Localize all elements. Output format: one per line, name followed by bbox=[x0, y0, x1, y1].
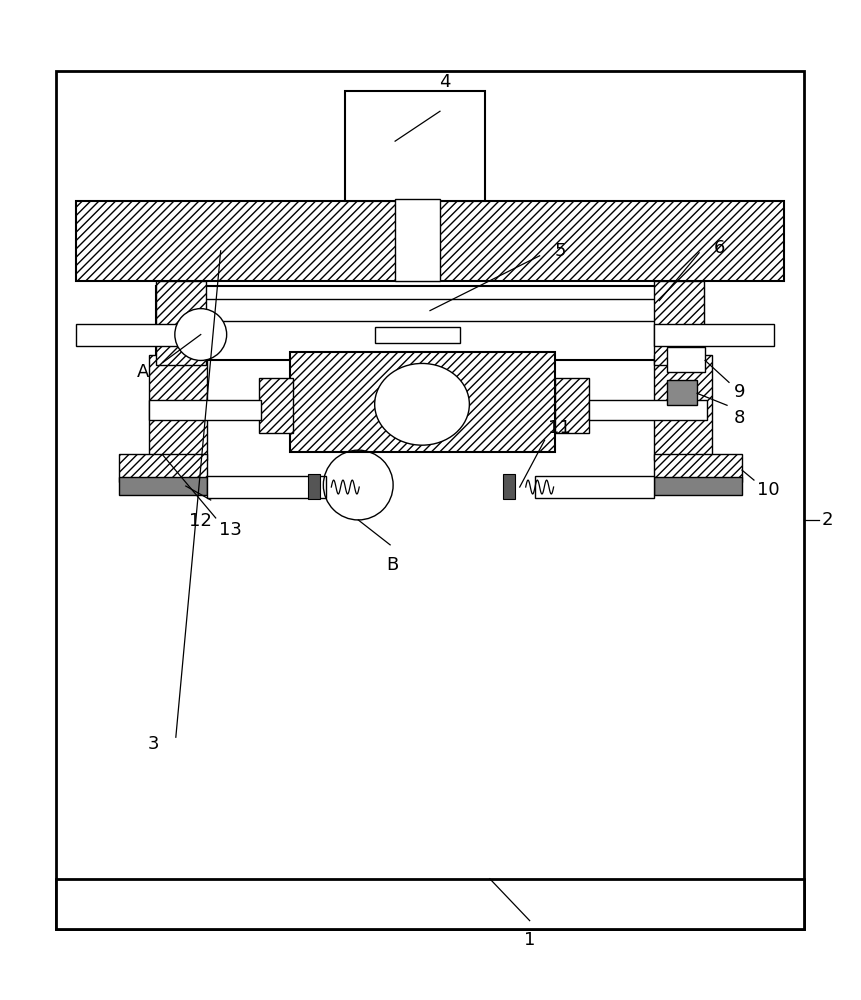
Bar bbox=[119, 477, 207, 495]
Text: 6: 6 bbox=[714, 239, 726, 257]
Bar bbox=[149, 400, 261, 420]
Text: 4: 4 bbox=[439, 73, 450, 91]
Bar bbox=[156, 281, 206, 365]
Bar bbox=[149, 355, 207, 460]
Text: B: B bbox=[386, 556, 399, 574]
Bar bbox=[170, 299, 684, 321]
Text: 3: 3 bbox=[147, 735, 159, 753]
Bar bbox=[654, 454, 742, 482]
Bar bbox=[535, 476, 654, 498]
Bar bbox=[119, 454, 207, 482]
Text: 11: 11 bbox=[548, 419, 570, 437]
Text: 13: 13 bbox=[219, 521, 242, 539]
Bar bbox=[345, 91, 485, 201]
Bar bbox=[654, 355, 712, 460]
Bar bbox=[207, 476, 326, 498]
Bar bbox=[554, 378, 590, 433]
Bar bbox=[590, 400, 707, 420]
Text: 9: 9 bbox=[734, 383, 746, 401]
Text: 10: 10 bbox=[757, 481, 779, 499]
Ellipse shape bbox=[375, 363, 469, 445]
Text: 1: 1 bbox=[524, 931, 536, 949]
Text: 5: 5 bbox=[554, 242, 566, 260]
Bar bbox=[258, 378, 294, 433]
Bar bbox=[56, 71, 804, 929]
Bar bbox=[503, 474, 515, 499]
Bar bbox=[56, 879, 804, 929]
Bar bbox=[654, 281, 704, 365]
Bar bbox=[156, 286, 704, 360]
Bar bbox=[395, 199, 440, 281]
Text: 12: 12 bbox=[189, 512, 212, 530]
Bar bbox=[667, 380, 697, 405]
Text: 8: 8 bbox=[734, 409, 746, 427]
Circle shape bbox=[175, 309, 226, 360]
Text: 2: 2 bbox=[821, 511, 833, 529]
Bar bbox=[375, 327, 460, 343]
Bar bbox=[290, 352, 554, 452]
Bar bbox=[76, 324, 195, 346]
Bar bbox=[654, 324, 774, 346]
Bar bbox=[308, 474, 320, 499]
Bar bbox=[76, 201, 784, 281]
Bar bbox=[654, 477, 742, 495]
Bar bbox=[667, 347, 705, 372]
Text: A: A bbox=[137, 363, 149, 381]
